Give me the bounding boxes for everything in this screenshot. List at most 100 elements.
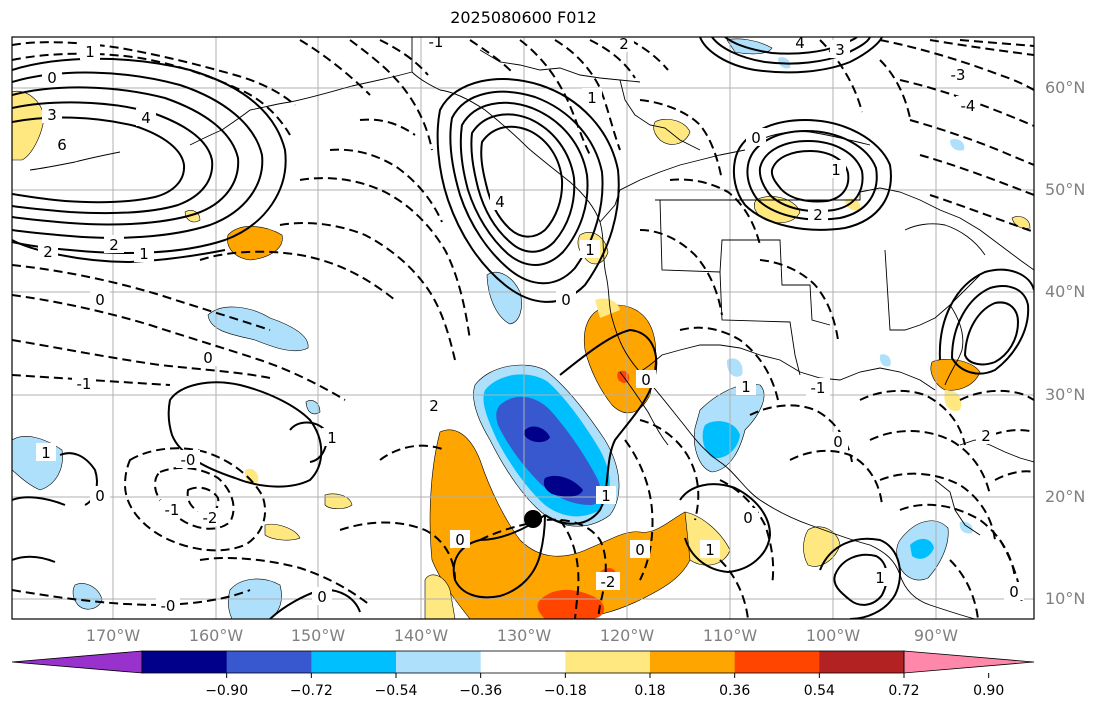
contour-label: 4: [495, 193, 505, 211]
storm-center-marker: [524, 510, 542, 528]
contour-label: 1: [327, 429, 337, 447]
graticule: [12, 37, 1034, 619]
colorbar-extend-high: [903, 650, 1035, 674]
colorbar-segment: [819, 651, 905, 673]
colorbar-segment: [311, 651, 397, 673]
lat-label: 20°N: [1045, 487, 1086, 506]
contour-label: -2: [203, 509, 218, 527]
contour-label: 0: [95, 487, 105, 505]
extreme-negative-anomaly: [543, 475, 583, 497]
contour-label: 6: [57, 136, 67, 154]
colorbar-tick-label: −0.36: [459, 683, 503, 699]
contour-label: 1: [601, 487, 611, 505]
weak-negative-anomaly: [950, 139, 965, 151]
contour-label: 2: [109, 236, 119, 254]
colorbar-tick-label: 0.18: [634, 683, 666, 699]
negative-anomaly-area: [726, 358, 743, 377]
contour-label: 1: [85, 43, 95, 61]
contour-label: 0: [203, 349, 213, 367]
colorbar-tick-label: −0.90: [205, 683, 249, 699]
contour-label: 0: [95, 291, 105, 309]
colorbar-tick-label: 0.90: [973, 683, 1005, 699]
map-frame: [11, 36, 1035, 620]
contour-label: 2: [429, 397, 439, 415]
contour-labels: 1 0 3 4 6 2 2 1 0 0 -1 1 -0 0: [36, 35, 1024, 615]
contour-label: 0: [743, 509, 753, 527]
colorbar-tick-label: −0.72: [289, 683, 333, 699]
lat-label: 60°N: [1045, 78, 1086, 97]
contour-label: 1: [875, 569, 885, 587]
colorbar-segment: [226, 651, 312, 673]
colorbar-extend-low: [11, 650, 143, 674]
lon-label: 140°W: [393, 626, 449, 645]
lon-label: 90°W: [913, 626, 959, 645]
contour-label: 0: [635, 541, 645, 559]
lat-label: 10°N: [1045, 589, 1086, 608]
contour-label: 0: [833, 433, 843, 451]
contour-label: 2: [813, 206, 823, 224]
contour-label: 0: [751, 129, 761, 147]
negative-anomaly-core: [702, 421, 740, 459]
contour-label: 4: [141, 109, 151, 127]
lat-label: 40°N: [1045, 282, 1086, 301]
strong-positive-anomaly: [537, 589, 605, 619]
contour-label: -2: [601, 573, 616, 591]
contour-label: 0: [317, 588, 327, 606]
weak-negative-anomaly: [305, 400, 321, 415]
weak-negative-anomaly: [486, 272, 522, 325]
strong-negative-anomaly: [496, 396, 601, 505]
colorbar-segment: [650, 651, 736, 673]
contour-label: 1: [41, 444, 51, 462]
map-title: 2025080600 F012: [450, 8, 597, 27]
contour-label: 0: [455, 531, 465, 549]
weak-positive-anomaly: [845, 198, 861, 211]
lat-label: 50°N: [1045, 180, 1086, 199]
colorbar-tick-label: −0.18: [543, 683, 587, 699]
weak-negative-anomaly: [72, 583, 103, 610]
contour-label: 1: [831, 161, 841, 179]
contour-label: 0: [47, 69, 57, 87]
colorbar-border: [141, 650, 905, 674]
contour-label: 0: [1009, 583, 1019, 601]
contour-label: 1: [585, 241, 595, 259]
weak-positive-anomaly: [244, 468, 259, 484]
weak-negative-anomaly: [879, 354, 891, 367]
lon-label: 120°W: [599, 626, 655, 645]
lon-label: 100°W: [805, 626, 861, 645]
positive-anomaly-fringe: [424, 574, 456, 619]
lon-label: 130°W: [496, 626, 552, 645]
contour-label: -4: [961, 97, 976, 115]
contour-label: 3: [835, 41, 845, 59]
weak-negative-anomaly: [959, 521, 973, 534]
colorbar-segment: [734, 651, 820, 673]
colorbar-segment: [480, 651, 566, 673]
lon-label: 160°W: [188, 626, 244, 645]
contour-label: 0: [641, 371, 651, 389]
contour-label: -1: [165, 501, 180, 519]
weak-positive-anomaly: [803, 526, 841, 567]
weak-positive-anomaly: [1011, 216, 1031, 229]
contour-label: -1: [811, 379, 826, 397]
negative-anomaly-core: [910, 538, 934, 559]
colorbar-tick-label: 0.36: [719, 683, 751, 699]
lon-label: 150°W: [290, 626, 346, 645]
contour-label: 2: [619, 35, 629, 53]
contour-label: -1: [77, 375, 92, 393]
contour-label: 1: [705, 541, 715, 559]
lon-label: 110°W: [702, 626, 758, 645]
lon-label: 170°W: [85, 626, 141, 645]
weak-positive-anomaly: [653, 119, 691, 145]
contour-label: 1: [587, 89, 597, 107]
contour-label: 1: [139, 245, 149, 263]
colorbar-segment: [142, 651, 228, 673]
map-background: [12, 37, 1034, 619]
dashed-contours: [12, 39, 1034, 619]
colorbar-segment: [396, 651, 482, 673]
contour-label: 3: [47, 106, 57, 124]
weak-positive-anomaly: [264, 523, 301, 541]
contour-label: -0: [181, 451, 196, 469]
contour-label: 0: [561, 291, 571, 309]
contour-label: -0: [161, 597, 176, 615]
colorbar-tick-label: 0.54: [803, 683, 835, 699]
